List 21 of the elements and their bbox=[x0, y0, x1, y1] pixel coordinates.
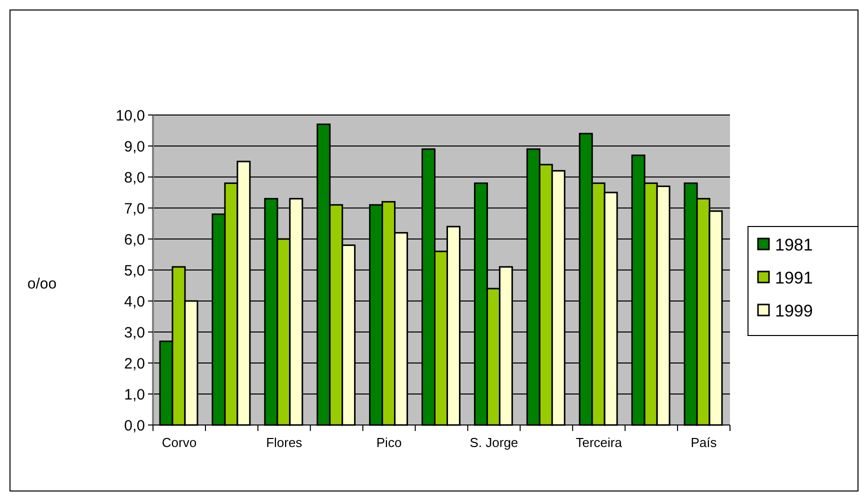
y-tick-label: 6,0 bbox=[124, 231, 145, 248]
x-tick-label: Terceira bbox=[576, 435, 623, 450]
legend-label: 1999 bbox=[775, 301, 813, 320]
y-tick-label: 2,0 bbox=[124, 355, 145, 372]
x-tick-label: Flores bbox=[266, 435, 303, 450]
y-axis-title: o/oo bbox=[27, 275, 57, 292]
legend-label: 1991 bbox=[775, 268, 813, 288]
y-tick-label: 4,0 bbox=[124, 293, 145, 310]
y-tick-label: 3,0 bbox=[124, 324, 145, 342]
y-tick-label: 9,0 bbox=[124, 138, 145, 156]
y-tick-label: 7,0 bbox=[124, 200, 145, 218]
legend-label: 1981 bbox=[775, 235, 813, 254]
x-tick-label: S. Jorge bbox=[470, 435, 518, 450]
y-tick-label: 8,0 bbox=[124, 169, 145, 186]
y-tick-label: 5,0 bbox=[124, 262, 145, 280]
y-tick-label: 1,0 bbox=[124, 386, 145, 404]
x-tick-label: Corvo bbox=[162, 435, 197, 450]
y-tick-label: 0,0 bbox=[124, 417, 145, 434]
x-tick-label: País bbox=[690, 435, 718, 450]
x-tick-label: Pico bbox=[376, 435, 402, 450]
y-tick-label: 10,0 bbox=[116, 107, 145, 124]
